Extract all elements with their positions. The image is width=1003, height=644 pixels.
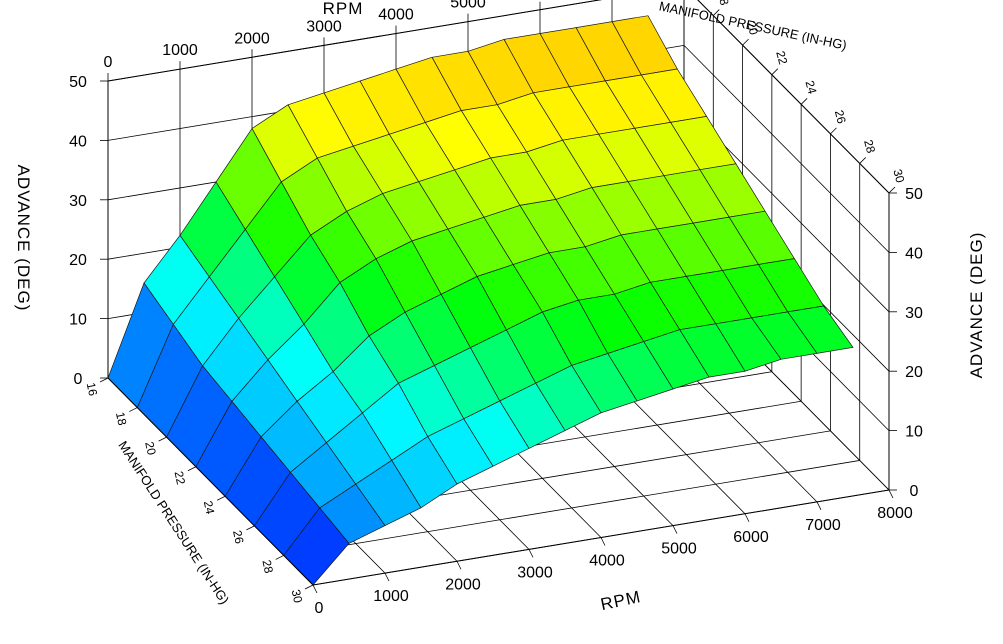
map-tick-label-top: 24 xyxy=(803,79,820,96)
rpm-tick-label-bottom: 2000 xyxy=(445,576,481,593)
advance-tick-label-left: 40 xyxy=(69,133,87,150)
map-tick-left xyxy=(99,377,109,383)
map-tick-label-left: 30 xyxy=(289,588,306,604)
rpm-tick-label-top: 5000 xyxy=(450,0,486,12)
advance-tick-label-right: 40 xyxy=(905,245,923,262)
map-tick-top xyxy=(800,98,808,105)
advance-tick-label-right: 30 xyxy=(905,305,923,322)
map-tick-label-left: 16 xyxy=(84,381,101,397)
map-tick-label-left: 18 xyxy=(113,411,130,427)
map-tick-top xyxy=(888,186,896,194)
rpm-tick-bottom xyxy=(888,489,894,499)
rpm-tick-label-bottom: 6000 xyxy=(733,529,769,546)
map-tick-top xyxy=(742,38,749,46)
rpm-tick-bottom xyxy=(384,572,390,582)
map-tick-top xyxy=(771,68,779,75)
map-tick-left xyxy=(187,466,197,472)
rpm-tick-label-top: 4000 xyxy=(378,7,414,24)
rpm-tick-bottom xyxy=(600,537,606,546)
advance-tick-label-right: 10 xyxy=(905,424,923,441)
map-tick-label-left: 20 xyxy=(142,440,159,456)
map-tick-left xyxy=(216,495,226,501)
rpm-tick-label-top: 1000 xyxy=(162,42,198,59)
axis-labels: 0100020003000400050006000700080000100020… xyxy=(69,0,923,617)
rpm-tick-label-bottom: 5000 xyxy=(661,541,697,558)
rpm-tick-bottom xyxy=(744,513,750,522)
map-tick-left xyxy=(129,407,138,412)
map-tick-label-left: 24 xyxy=(201,499,218,515)
map-tick-label-top: 26 xyxy=(832,109,849,126)
rpm-tick-bottom xyxy=(456,561,462,570)
map-tick-left xyxy=(304,584,314,590)
surface-mesh xyxy=(107,15,854,586)
advance-tick-label-right: 50 xyxy=(905,186,923,203)
advance-axis-title-left: ADVANCE (DEG) xyxy=(14,165,33,312)
rpm-tick-label-top: 0 xyxy=(104,54,113,71)
front-edge-left xyxy=(107,377,314,586)
rpm-tick-label-top: 2000 xyxy=(234,30,270,47)
advance-tick-label-right: 0 xyxy=(910,483,919,500)
rpm-tick-label-bottom: 7000 xyxy=(805,517,841,534)
rpm-tick-label-bottom: 8000 xyxy=(877,505,913,522)
advance-tick-label-left: 10 xyxy=(69,312,87,329)
map-tick-label-top: 20 xyxy=(744,20,761,37)
rpm-tick-label-bottom: 3000 xyxy=(517,564,553,581)
map-tick-label-left: 22 xyxy=(172,470,189,486)
rpm-tick-bottom xyxy=(312,584,318,594)
map-tick-top xyxy=(859,157,866,164)
map-tick-left xyxy=(275,555,284,560)
top-edge-right xyxy=(697,0,890,194)
map-tick-label-top: 22 xyxy=(773,49,790,66)
advance-tick-label-right: 20 xyxy=(905,364,923,381)
advance-tick-label-left: 0 xyxy=(74,371,83,388)
floor-grid-map xyxy=(283,460,860,556)
rpm-tick-bottom xyxy=(528,549,534,558)
advance-tick-label-left: 50 xyxy=(69,74,87,91)
advance-axis-title-right: ADVANCE (DEG) xyxy=(967,232,986,379)
map-tick-label-top: 28 xyxy=(861,138,878,155)
rpm-tick-label-bottom: 1000 xyxy=(373,588,409,605)
map-tick-label-left: 28 xyxy=(259,559,276,575)
map-tick-top xyxy=(713,9,720,16)
map-tick-top xyxy=(830,127,837,135)
map-tick-label-top: 30 xyxy=(890,168,907,185)
map-tick-left xyxy=(246,525,255,531)
rpm-axis-title-bottom: RPM xyxy=(599,587,643,614)
rpm-tick-bottom xyxy=(672,525,678,534)
rpm-tick-label-bottom: 0 xyxy=(315,600,324,617)
map-axis-title-top: MANIFOLD PRESSURE (IN-HG) xyxy=(658,0,848,53)
rpm-axis-title-top: RPM xyxy=(323,0,364,18)
map-tick-label-top: 18 xyxy=(715,0,732,7)
rpm-tick-label-bottom: 4000 xyxy=(589,553,625,570)
rpm-tick-label-top: 3000 xyxy=(306,18,342,35)
map-tick-label-left: 26 xyxy=(230,529,247,545)
side-wall-grid-advance xyxy=(683,45,890,253)
advance-tick-label-left: 30 xyxy=(69,193,87,210)
rpm-tick-bottom xyxy=(816,501,822,511)
map-tick-left xyxy=(158,436,167,442)
advance-tick-label-left: 20 xyxy=(69,252,87,269)
